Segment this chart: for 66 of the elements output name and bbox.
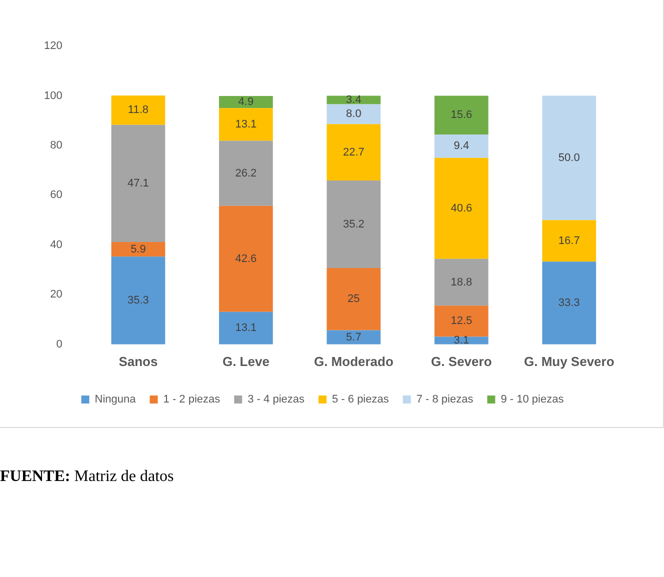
bar [326, 268, 381, 330]
data-label: 9.4 [454, 140, 470, 152]
data-label: 35.3 [128, 294, 149, 307]
legend-label: 1 - 2 piezas [163, 394, 221, 406]
bar [111, 95, 166, 125]
bar [326, 104, 381, 124]
legend-label: 3 - 4 piezas [248, 394, 305, 406]
y-tick-label: 40 [50, 238, 62, 251]
data-label: 26.2 [235, 167, 257, 180]
data-label: 4.9 [238, 96, 254, 108]
bar [434, 306, 488, 337]
bar [542, 262, 596, 344]
bar [542, 220, 596, 262]
legend-label: Ninguna [94, 394, 137, 406]
data-label: 12.5 [450, 315, 472, 328]
data-label: 18.8 [450, 276, 472, 288]
data-label: 22.7 [342, 146, 364, 158]
legend-label: 9 - 10 piezas [500, 394, 564, 406]
bar [434, 96, 488, 135]
bar [111, 124, 166, 242]
bar [434, 158, 488, 259]
data-label: 47.1 [128, 177, 149, 190]
y-tick-label: 60 [50, 189, 62, 202]
x-tick-label: G. Moderado [314, 354, 394, 369]
bar [434, 134, 488, 158]
data-label: 11.8 [128, 104, 149, 116]
data-label: 13.1 [235, 118, 257, 130]
data-label: 8.0 [346, 108, 362, 120]
data-label: 42.6 [235, 252, 257, 265]
source-note: FUENTE: Matriz de datos [0, 468, 174, 486]
y-tick-label: 80 [50, 140, 62, 152]
bar [111, 256, 166, 344]
y-tick-label: 20 [50, 288, 62, 301]
bar [219, 96, 273, 108]
data-label: 35.2 [342, 218, 364, 230]
bar [219, 206, 273, 312]
data-label: 3.4 [346, 94, 362, 106]
data-label: 15.6 [450, 109, 472, 122]
data-label: 5.7 [346, 331, 362, 344]
data-label: 33.3 [558, 297, 580, 310]
y-tick-label: 100 [44, 90, 62, 102]
data-label: 25 [348, 293, 360, 306]
bar [326, 124, 381, 181]
bar [326, 330, 381, 344]
bar [111, 242, 166, 257]
x-tick-label: G. Severo [431, 354, 492, 369]
x-tick-label: Sanos [118, 354, 158, 369]
data-label: 3.1 [454, 334, 470, 347]
x-tick-label: G. Leve [222, 354, 270, 369]
y-tick-label: 0 [56, 338, 62, 350]
data-label: 13.1 [235, 322, 257, 334]
bar [219, 108, 273, 141]
bar [542, 96, 596, 220]
bar [434, 258, 488, 306]
data-label: 5.9 [130, 243, 146, 256]
bar [326, 180, 381, 268]
bar [219, 140, 273, 206]
x-tick-label: G. Muy Severo [524, 354, 614, 369]
legend-label: 7 - 8 piezas [416, 394, 474, 406]
data-label: 50.0 [558, 152, 580, 164]
data-label: 40.6 [450, 202, 472, 214]
bar [219, 312, 273, 344]
legend-label: 5 - 6 piezas [332, 394, 390, 406]
bar [326, 96, 381, 104]
data-label: 16.7 [558, 234, 580, 247]
y-tick-label: 120 [44, 40, 62, 52]
